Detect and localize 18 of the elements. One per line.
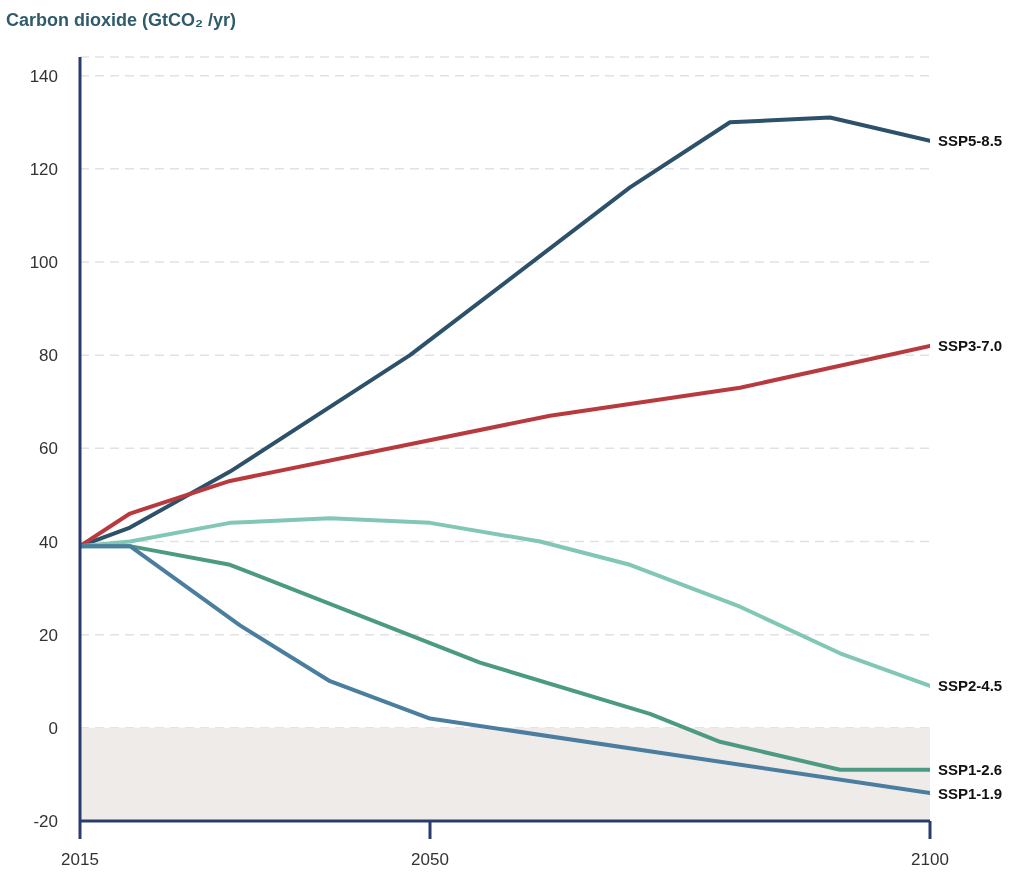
series-label: SSP2-4.5 <box>938 677 1003 695</box>
y-tick-label: 40 <box>39 532 58 552</box>
chart-title: Carbon dioxide (GtCO₂ /yr) <box>6 10 237 31</box>
y-tick-label: 140 <box>29 66 58 86</box>
y-tick-label: 100 <box>29 253 58 273</box>
series-label: SSP3-7.0 <box>938 337 1003 355</box>
y-tick-label: 20 <box>39 625 58 645</box>
x-tick-label: 2015 <box>61 850 99 870</box>
y-tick-label: 0 <box>48 718 58 738</box>
y-tick-label: 80 <box>39 346 58 366</box>
series-label: SSP1-1.9 <box>938 784 1003 802</box>
x-tick-label: 2100 <box>911 850 949 870</box>
series-label: SSP1-2.6 <box>938 761 1003 779</box>
y-tick-label: -20 <box>33 812 58 832</box>
y-tick-label: 120 <box>29 159 58 179</box>
x-tick-label: 2050 <box>411 850 449 870</box>
y-tick-label: 60 <box>39 439 58 459</box>
series-label: SSP5-8.5 <box>938 132 1003 150</box>
